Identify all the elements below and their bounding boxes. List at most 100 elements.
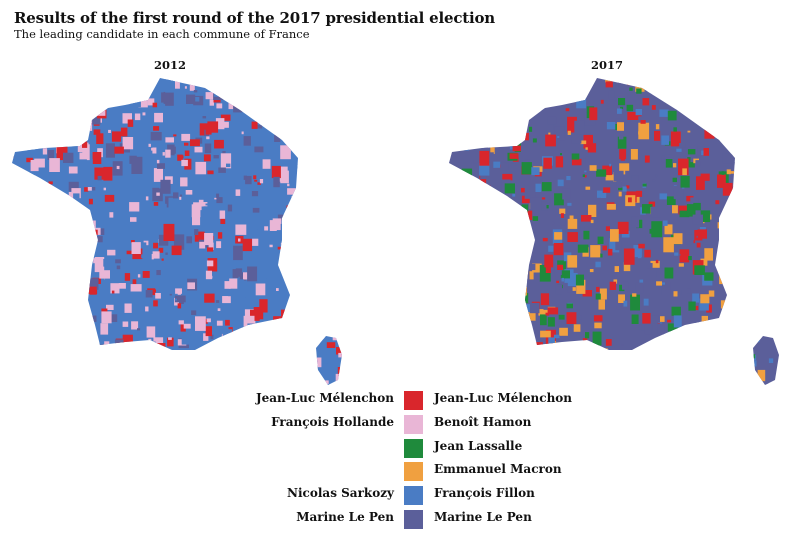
commune-patch [468,259,480,270]
commune-patch [90,229,98,236]
commune-patch [118,374,124,380]
commune-patch [748,78,759,85]
commune-patch [142,112,146,116]
commune-patch [449,300,455,310]
commune-patch [48,129,55,135]
commune-patch [573,324,581,332]
commune-patch [776,333,779,343]
commune-patch [449,93,450,98]
commune-patch [507,128,512,135]
commune-patch [324,161,330,166]
commune-patch [205,326,212,337]
commune-patch [609,281,617,290]
commune-patch [487,209,493,215]
commune-patch [91,78,97,79]
commune-patch [273,176,280,188]
commune-patch [456,237,464,243]
commune-patch [747,283,750,286]
commune-patch [110,283,120,294]
commune-patch [56,143,68,161]
commune-patch [635,282,644,294]
commune-patch [561,81,572,92]
commune-patch [296,260,306,269]
commune-patch [28,172,35,182]
commune-patch [94,100,99,105]
commune-patch [701,99,710,106]
commune-patch [241,338,245,343]
commune-patch [574,120,585,135]
commune-patch [276,288,279,291]
commune-patch [734,85,740,90]
commune-patch [94,103,106,116]
commune-patch [493,316,501,328]
commune-patch [621,344,624,346]
commune-patch [12,270,14,279]
commune-patch [103,166,113,181]
commune-patch [492,353,502,363]
commune-patch [756,265,761,272]
commune-patch [652,179,656,182]
commune-patch [322,232,327,236]
commune-patch [75,356,85,363]
commune-patch [706,304,712,313]
commune-patch [186,75,188,77]
commune-patch [693,100,701,109]
commune-patch [296,349,304,356]
commune-patch [457,342,461,347]
commune-patch [65,368,73,376]
commune-patch [323,224,334,242]
commune-patch [73,78,84,91]
commune-patch [631,216,639,228]
commune-patch [111,373,116,377]
commune-patch [42,148,48,155]
commune-patch [518,251,526,261]
commune-patch [145,306,149,312]
map-base-fill [12,78,342,385]
commune-patch [597,236,604,244]
commune-patch [12,334,17,342]
commune-patch [25,189,31,196]
commune-patch [95,219,103,228]
commune-patch [774,144,779,156]
commune-patch [162,152,165,156]
commune-patch [688,301,696,311]
commune-patch [577,244,589,253]
commune-patch [336,115,342,122]
commune-patch [338,352,342,358]
commune-patch [236,361,247,371]
commune-patch [528,126,533,132]
commune-patch [71,188,81,199]
commune-patch [38,219,47,225]
commune-patch [697,229,707,239]
commune-patch [518,129,527,135]
commune-patch [721,350,730,360]
commune-patch [342,167,348,177]
commune-patch [4,271,10,278]
commune-patch [268,110,277,116]
commune-patch [47,105,54,115]
commune-patch [565,78,574,87]
commune-patch [331,108,339,114]
commune-patch [699,298,709,311]
commune-patch [618,187,623,191]
commune-patch [280,145,291,160]
commune-patch [650,315,659,324]
commune-patch [104,84,112,95]
commune-patch [107,383,118,385]
commune-patch [755,246,766,259]
commune-patch [326,78,336,87]
commune-patch [78,323,83,328]
commune-patch [33,376,45,385]
commune-patch [317,140,326,149]
commune-patch [244,385,251,394]
commune-patch [276,112,284,120]
commune-patch [222,82,228,90]
commune-patch [291,196,301,204]
commune-patch [548,82,553,88]
commune-patch [173,192,179,199]
commune-patch [590,245,601,258]
commune-patch [56,130,64,141]
commune-patch [569,380,572,383]
commune-patch [23,336,32,347]
commune-patch [729,86,739,97]
